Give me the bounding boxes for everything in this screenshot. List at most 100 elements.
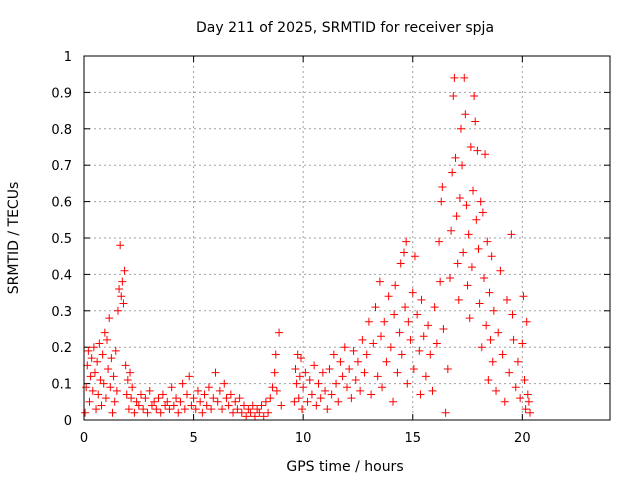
data-point	[246, 408, 255, 417]
data-point	[401, 303, 410, 312]
data-point	[463, 281, 472, 290]
data-point	[121, 361, 130, 370]
data-point	[488, 357, 497, 366]
x-tick-label: 20	[514, 431, 531, 446]
data-point	[122, 390, 131, 399]
data-point	[167, 383, 176, 392]
data-point	[235, 394, 244, 403]
data-point	[389, 397, 398, 406]
data-point	[505, 368, 514, 377]
data-point	[485, 288, 494, 297]
data-point	[100, 328, 109, 337]
data-point	[451, 153, 460, 162]
data-point	[127, 394, 136, 403]
data-point	[487, 252, 496, 261]
data-point	[419, 332, 428, 341]
data-point	[456, 124, 465, 133]
x-tick-label: 10	[295, 431, 312, 446]
data-point	[239, 401, 248, 410]
y-tick-label: 1	[64, 50, 72, 65]
data-point	[231, 397, 240, 406]
data-point	[88, 386, 97, 395]
data-point	[476, 197, 485, 206]
data-point	[108, 408, 117, 417]
data-point	[343, 383, 351, 392]
data-point	[426, 350, 435, 359]
data-point	[89, 343, 98, 352]
data-point	[360, 368, 369, 377]
data-point	[90, 368, 99, 377]
x-tick-label: 0	[80, 431, 88, 446]
data-point	[152, 405, 161, 414]
data-point	[382, 357, 391, 366]
data-point	[519, 292, 528, 301]
data-point	[113, 306, 122, 315]
data-point	[111, 346, 120, 355]
data-point	[500, 397, 509, 406]
data-point	[224, 401, 233, 410]
data-point	[154, 394, 163, 403]
data-point	[396, 259, 405, 268]
data-point	[204, 383, 213, 392]
data-point	[375, 277, 384, 286]
data-point	[496, 266, 505, 275]
data-point	[409, 365, 418, 374]
data-point	[458, 161, 467, 170]
data-point	[421, 372, 430, 381]
data-point	[441, 408, 450, 417]
data-point	[97, 401, 106, 410]
data-point	[124, 405, 133, 414]
data-point	[291, 365, 300, 374]
data-point	[430, 303, 439, 312]
data-point	[437, 197, 446, 206]
data-point	[187, 401, 196, 410]
data-point	[218, 405, 227, 414]
data-point	[123, 375, 132, 384]
data-point	[494, 328, 503, 337]
data-point	[345, 365, 354, 374]
data-point	[244, 405, 253, 414]
data-point	[120, 266, 129, 275]
data-point	[415, 346, 424, 355]
data-point	[477, 343, 486, 352]
data-point	[237, 408, 246, 417]
data-point	[492, 386, 501, 395]
data-point	[242, 412, 251, 421]
data-point	[299, 383, 308, 392]
data-point	[275, 328, 284, 337]
data-point	[508, 310, 517, 319]
data-point	[483, 237, 492, 246]
data-point	[109, 372, 118, 381]
data-point	[334, 397, 343, 406]
data-point	[460, 73, 469, 82]
data-points	[81, 73, 535, 421]
data-point	[478, 208, 487, 217]
data-point	[461, 110, 470, 119]
data-point	[106, 383, 115, 392]
data-point	[340, 343, 349, 352]
data-point	[516, 394, 525, 403]
data-point	[298, 405, 307, 414]
data-point	[213, 397, 222, 406]
data-point	[93, 357, 102, 366]
data-point	[523, 390, 532, 399]
data-point	[143, 408, 152, 417]
data-point	[119, 299, 128, 308]
data-point	[455, 193, 464, 202]
data-point	[185, 372, 194, 381]
data-point	[390, 310, 399, 319]
data-point	[467, 263, 476, 272]
data-point	[268, 383, 277, 392]
data-point	[101, 394, 110, 403]
data-point	[257, 401, 266, 410]
data-point	[449, 92, 458, 101]
data-point	[193, 386, 202, 395]
data-point	[163, 397, 172, 406]
data-point	[312, 401, 321, 410]
data-point	[209, 394, 218, 403]
data-point	[397, 350, 406, 359]
data-point	[424, 321, 433, 330]
data-point	[107, 354, 116, 363]
data-point	[229, 408, 238, 417]
